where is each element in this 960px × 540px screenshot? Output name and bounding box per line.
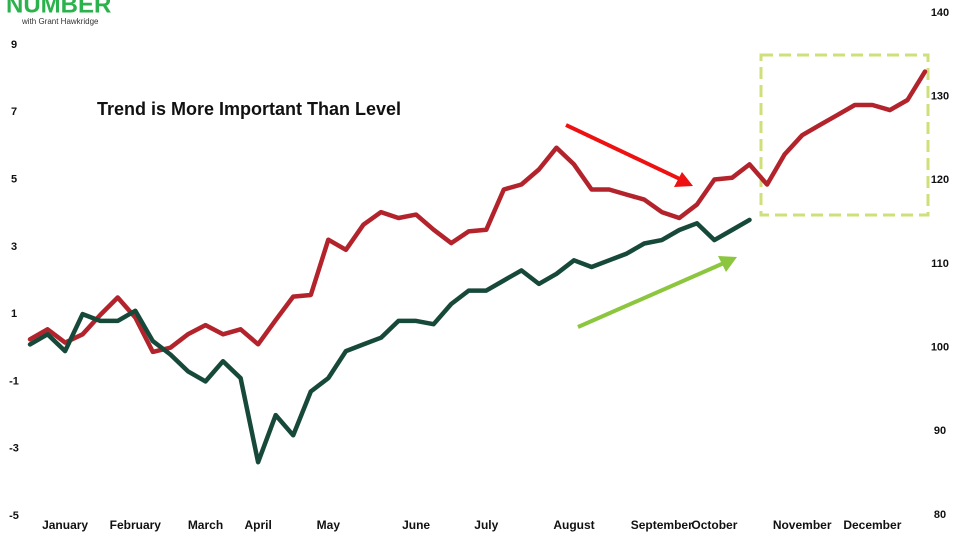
y-tick-label: 5 [11, 173, 17, 185]
series-line [27, 217, 752, 465]
y-tick-label: 9 [11, 39, 17, 51]
y-tick-label: 7 [11, 106, 17, 118]
series-line [27, 69, 928, 355]
annotation: Trend is More Important Than Level [97, 99, 401, 119]
y2-tick-label: 120 [931, 174, 949, 186]
y2-tick-label: 100 [931, 342, 949, 354]
decorations [565, 53, 930, 329]
y-tick-label: -3 [9, 443, 19, 455]
highlight-box [759, 53, 930, 217]
y-tick-label: -1 [9, 375, 19, 387]
green-arrowhead [718, 256, 737, 272]
x-tick-label: November [773, 518, 832, 532]
y-tick-label: 3 [11, 241, 17, 253]
y2-tick-label: 90 [934, 425, 946, 437]
red-arrow [565, 123, 683, 182]
y-tick-label: -5 [9, 510, 19, 522]
x-tick-label: January [42, 518, 88, 532]
x-tick-label: February [110, 518, 162, 532]
x-tick-label: September [631, 518, 693, 532]
red-arrowhead [674, 172, 693, 187]
y2-tick-label: 140 [931, 7, 949, 19]
y-tick-label: 1 [11, 308, 17, 320]
green-arrow [577, 261, 725, 329]
y2-tick-label: 110 [931, 258, 949, 270]
y2-tick-label: 80 [934, 509, 946, 521]
x-tick-label: December [843, 518, 901, 532]
x-tick-label: July [474, 518, 498, 532]
x-tick-label: March [188, 518, 223, 532]
logo-byline: with Grant Hawkridge [21, 17, 99, 26]
logo-name: NUMBER [6, 0, 111, 18]
x-tick-label: October [691, 518, 737, 532]
x-tick-label: June [402, 518, 430, 532]
x-tick-label: August [553, 518, 594, 532]
x-tick-label: May [317, 518, 341, 532]
x-tick-label: April [244, 518, 271, 532]
y2-tick-label: 130 [931, 91, 949, 103]
